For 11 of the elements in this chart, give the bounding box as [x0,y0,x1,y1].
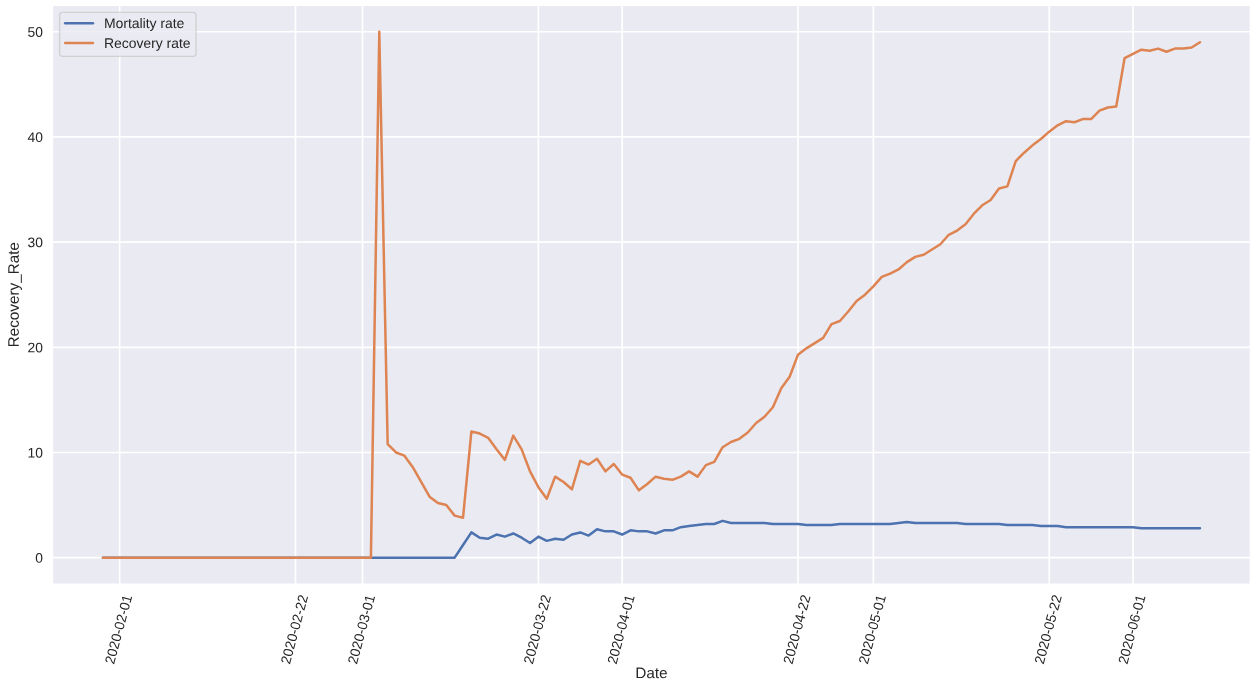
y-tick-label: 50 [28,27,43,37]
y-tick-label: 30 [28,237,43,248]
y-tick-label: 20 [28,342,43,353]
legend-label: Mortality rate [105,17,184,31]
x-axis-title: Date [636,667,667,679]
y-tick-label: 10 [28,447,43,458]
y-tick-label: 0 [35,553,43,563]
y-axis-title: Recovery_Rate [8,242,22,347]
y-tick-label: 40 [27,132,43,143]
line-series [101,30,1202,559]
legend-label: Recovery rate [105,38,190,51]
